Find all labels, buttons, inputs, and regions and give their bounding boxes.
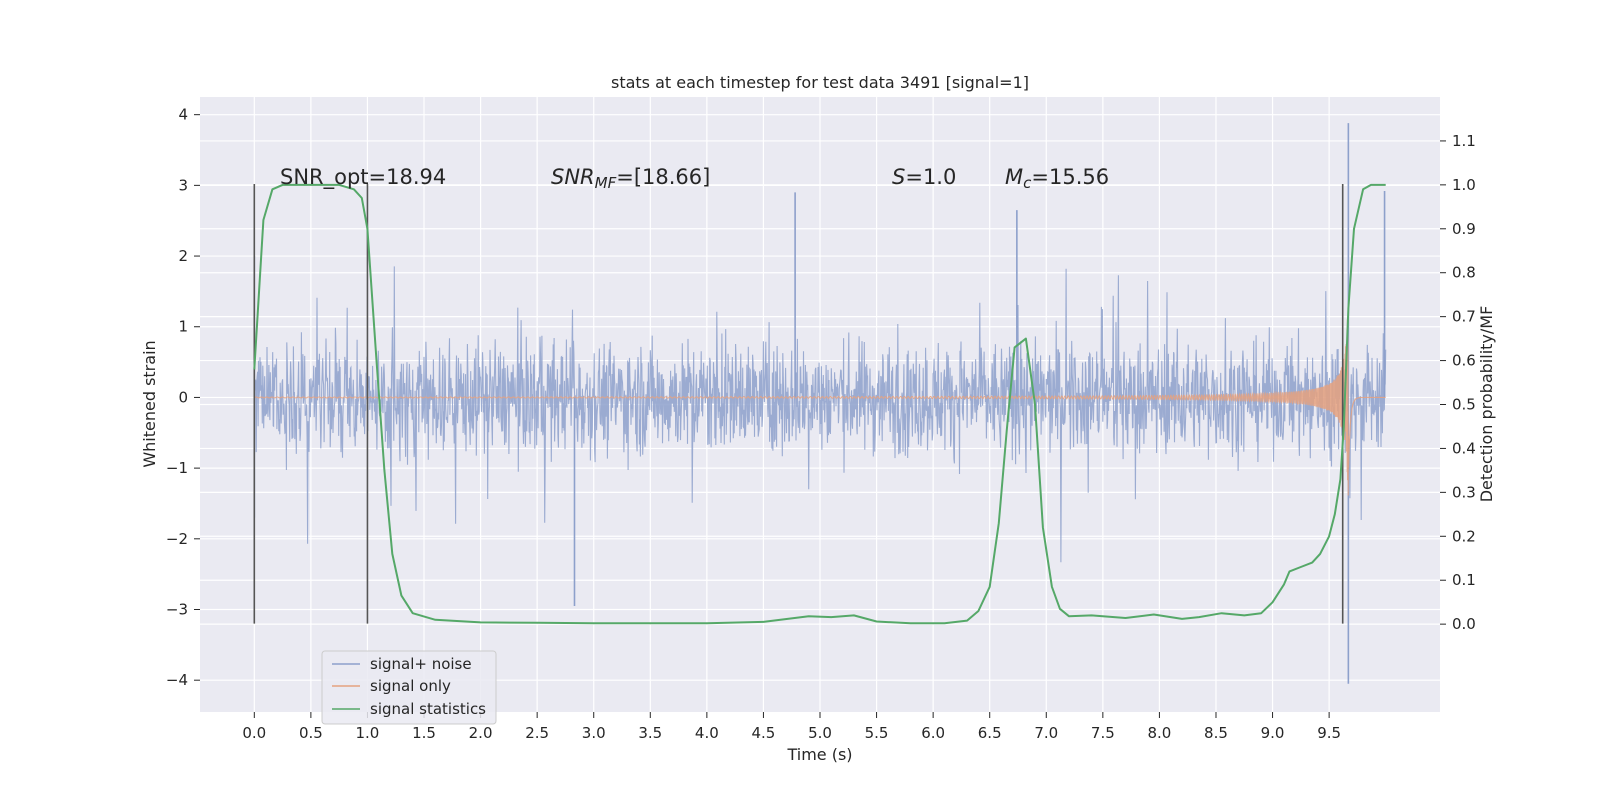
legend-label-signal-only: signal only xyxy=(370,677,451,695)
chart-title: stats at each timestep for test data 349… xyxy=(611,73,1029,92)
s-symbol: S xyxy=(892,165,905,189)
y-right-tick-label: 1.0 xyxy=(1452,176,1476,194)
x-tick-label: 6.5 xyxy=(978,724,1002,742)
legend-box xyxy=(321,650,497,725)
x-axis-label: Time (s) xyxy=(786,745,852,764)
x-tick-label: 1.5 xyxy=(412,724,436,742)
series-signal-only xyxy=(254,319,1386,496)
y-axis-ticks: 4 3 2 1 0 −1 −2 −3 −4 xyxy=(166,106,200,689)
x-axis-ticks: 0.0 0.5 1.0 1.5 2.0 2.5 3.0 3.5 4.0 4.5 5.0 5.5 6.0 6… xyxy=(242,712,1341,742)
x-tick-label: 7.0 xyxy=(1034,724,1058,742)
y-tick-label: 2 xyxy=(178,247,188,265)
grid-lines xyxy=(200,97,1440,712)
y-right-tick-label: 0.8 xyxy=(1452,264,1476,282)
y-tick-label: 1 xyxy=(178,318,188,336)
y-tick-label: −1 xyxy=(166,459,188,477)
x-tick-label: 0.5 xyxy=(299,724,323,742)
x-tick-label: 9.5 xyxy=(1317,724,1341,742)
snr-mf-value: =[18.66] xyxy=(616,165,710,189)
signal-noise-line xyxy=(253,266,1387,563)
x-tick-label: 5.0 xyxy=(808,724,832,742)
x-tick-label: 3.0 xyxy=(582,724,606,742)
y-right-tick-label: 0.1 xyxy=(1452,571,1476,589)
x-tick-label: 6.0 xyxy=(921,724,945,742)
y-right-tick-label: 0.3 xyxy=(1452,483,1476,501)
x-tick-label: 7.5 xyxy=(1091,724,1115,742)
y-axis-label: Whitened strain xyxy=(140,340,159,467)
mc-subscript: c xyxy=(1023,174,1032,192)
y-right-tick-label: 0.5 xyxy=(1452,396,1476,414)
vertical-markers xyxy=(253,183,1344,624)
x-tick-label: 3.5 xyxy=(638,724,662,742)
snr-mf-symbol: SNR xyxy=(551,165,595,189)
y-right-axis-ticks: 1.1 1.0 0.9 0.8 0.7 0.6 0.5 0.4 0.3 0.2 0.1 0.0 xyxy=(1440,132,1476,633)
legend-label-signal-noise: signal+ noise xyxy=(370,655,472,673)
mc-value: =15.56 xyxy=(1031,165,1109,189)
y-right-tick-label: 0.6 xyxy=(1452,352,1476,370)
y-right-tick-label: 1.1 xyxy=(1452,132,1476,150)
mc-symbol: M xyxy=(1005,165,1023,189)
y-right-tick-label: 0.9 xyxy=(1452,220,1476,238)
x-tick-label: 4.5 xyxy=(752,724,776,742)
x-tick-label: 9.0 xyxy=(1261,724,1285,742)
x-tick-label: 2.0 xyxy=(469,724,493,742)
x-tick-label: 8.0 xyxy=(1147,724,1171,742)
y-right-tick-label: 0.2 xyxy=(1452,527,1476,545)
legend-label-signal-statistics: signal statistics xyxy=(370,700,486,718)
annotation-snr-opt: SNR_opt=18.94 xyxy=(280,165,446,190)
annotation-mc: Mc=15.56 xyxy=(1005,165,1109,192)
y-tick-label: −2 xyxy=(166,530,188,548)
y-right-tick-label: 0.7 xyxy=(1452,308,1476,326)
x-tick-label: 8.5 xyxy=(1204,724,1228,742)
annotation-snr-mf: SNRMF=[18.66] xyxy=(551,165,710,192)
signal-statistics-line xyxy=(253,183,1386,625)
annotation-s: S=1.0 xyxy=(892,165,956,189)
y-tick-label: 3 xyxy=(178,176,188,194)
y-tick-label: −3 xyxy=(166,601,188,619)
legend: signal+ noise signal only signal statist… xyxy=(321,650,497,725)
x-tick-label: 5.5 xyxy=(865,724,889,742)
signal-only-line xyxy=(254,319,1386,496)
y-right-tick-label: 0.0 xyxy=(1452,615,1476,633)
y-tick-label: −4 xyxy=(166,671,188,689)
x-tick-label: 1.0 xyxy=(356,724,380,742)
y-right-tick-label: 0.4 xyxy=(1452,439,1476,457)
y-right-axis-label: Detection probability/MF xyxy=(1477,306,1496,503)
y-tick-label: 4 xyxy=(178,106,188,124)
s-value: =1.0 xyxy=(905,165,956,189)
y-tick-label: 0 xyxy=(178,388,188,406)
series-signal-statistics xyxy=(253,183,1386,625)
x-tick-label: 2.5 xyxy=(525,724,549,742)
x-tick-label: 4.0 xyxy=(695,724,719,742)
x-tick-label: 0.0 xyxy=(242,724,266,742)
snr-mf-subscript: MF xyxy=(595,174,617,192)
